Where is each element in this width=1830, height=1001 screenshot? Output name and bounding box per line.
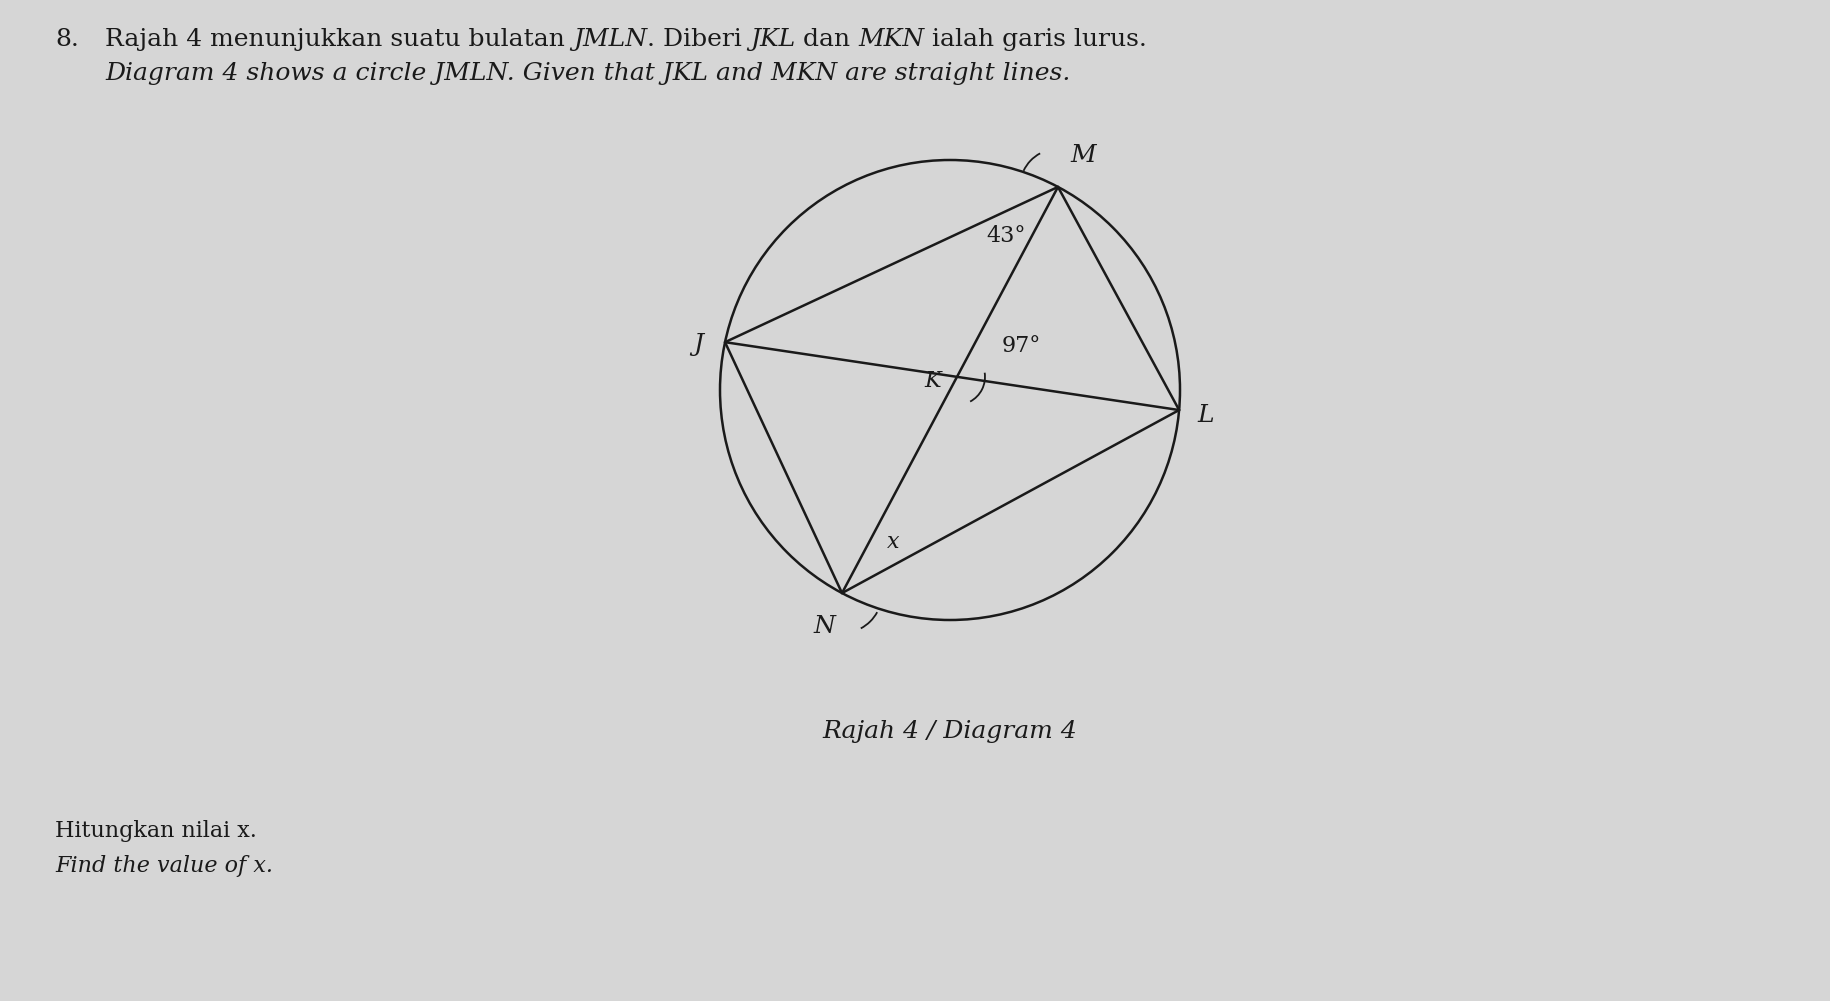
- Text: JMLN: JMLN: [573, 28, 646, 51]
- Text: N: N: [813, 615, 834, 638]
- Text: Rajah 4 menunjukkan suatu bulatan: Rajah 4 menunjukkan suatu bulatan: [104, 28, 573, 51]
- Text: L: L: [1197, 403, 1213, 426]
- Text: Hitungkan nilai x.: Hitungkan nilai x.: [55, 820, 256, 842]
- Text: MKN: MKN: [858, 28, 924, 51]
- Text: . Diberi: . Diberi: [646, 28, 750, 51]
- Text: 43°: 43°: [986, 225, 1025, 247]
- Text: K: K: [924, 369, 941, 391]
- Text: x: x: [886, 531, 899, 553]
- Text: 97°: 97°: [1001, 335, 1041, 357]
- Text: dan: dan: [794, 28, 858, 51]
- Text: M: M: [1069, 144, 1094, 167]
- Text: Diagram 4 shows a circle JMLN. Given that JKL and MKN are straight lines.: Diagram 4 shows a circle JMLN. Given tha…: [104, 62, 1071, 85]
- Text: J: J: [692, 332, 703, 355]
- Text: Find the value of x.: Find the value of x.: [55, 855, 273, 877]
- Text: ialah garis lurus.: ialah garis lurus.: [924, 28, 1147, 51]
- Text: Rajah 4 / Diagram 4: Rajah 4 / Diagram 4: [822, 720, 1076, 743]
- Text: 8.: 8.: [55, 28, 79, 51]
- Text: JKL: JKL: [750, 28, 794, 51]
